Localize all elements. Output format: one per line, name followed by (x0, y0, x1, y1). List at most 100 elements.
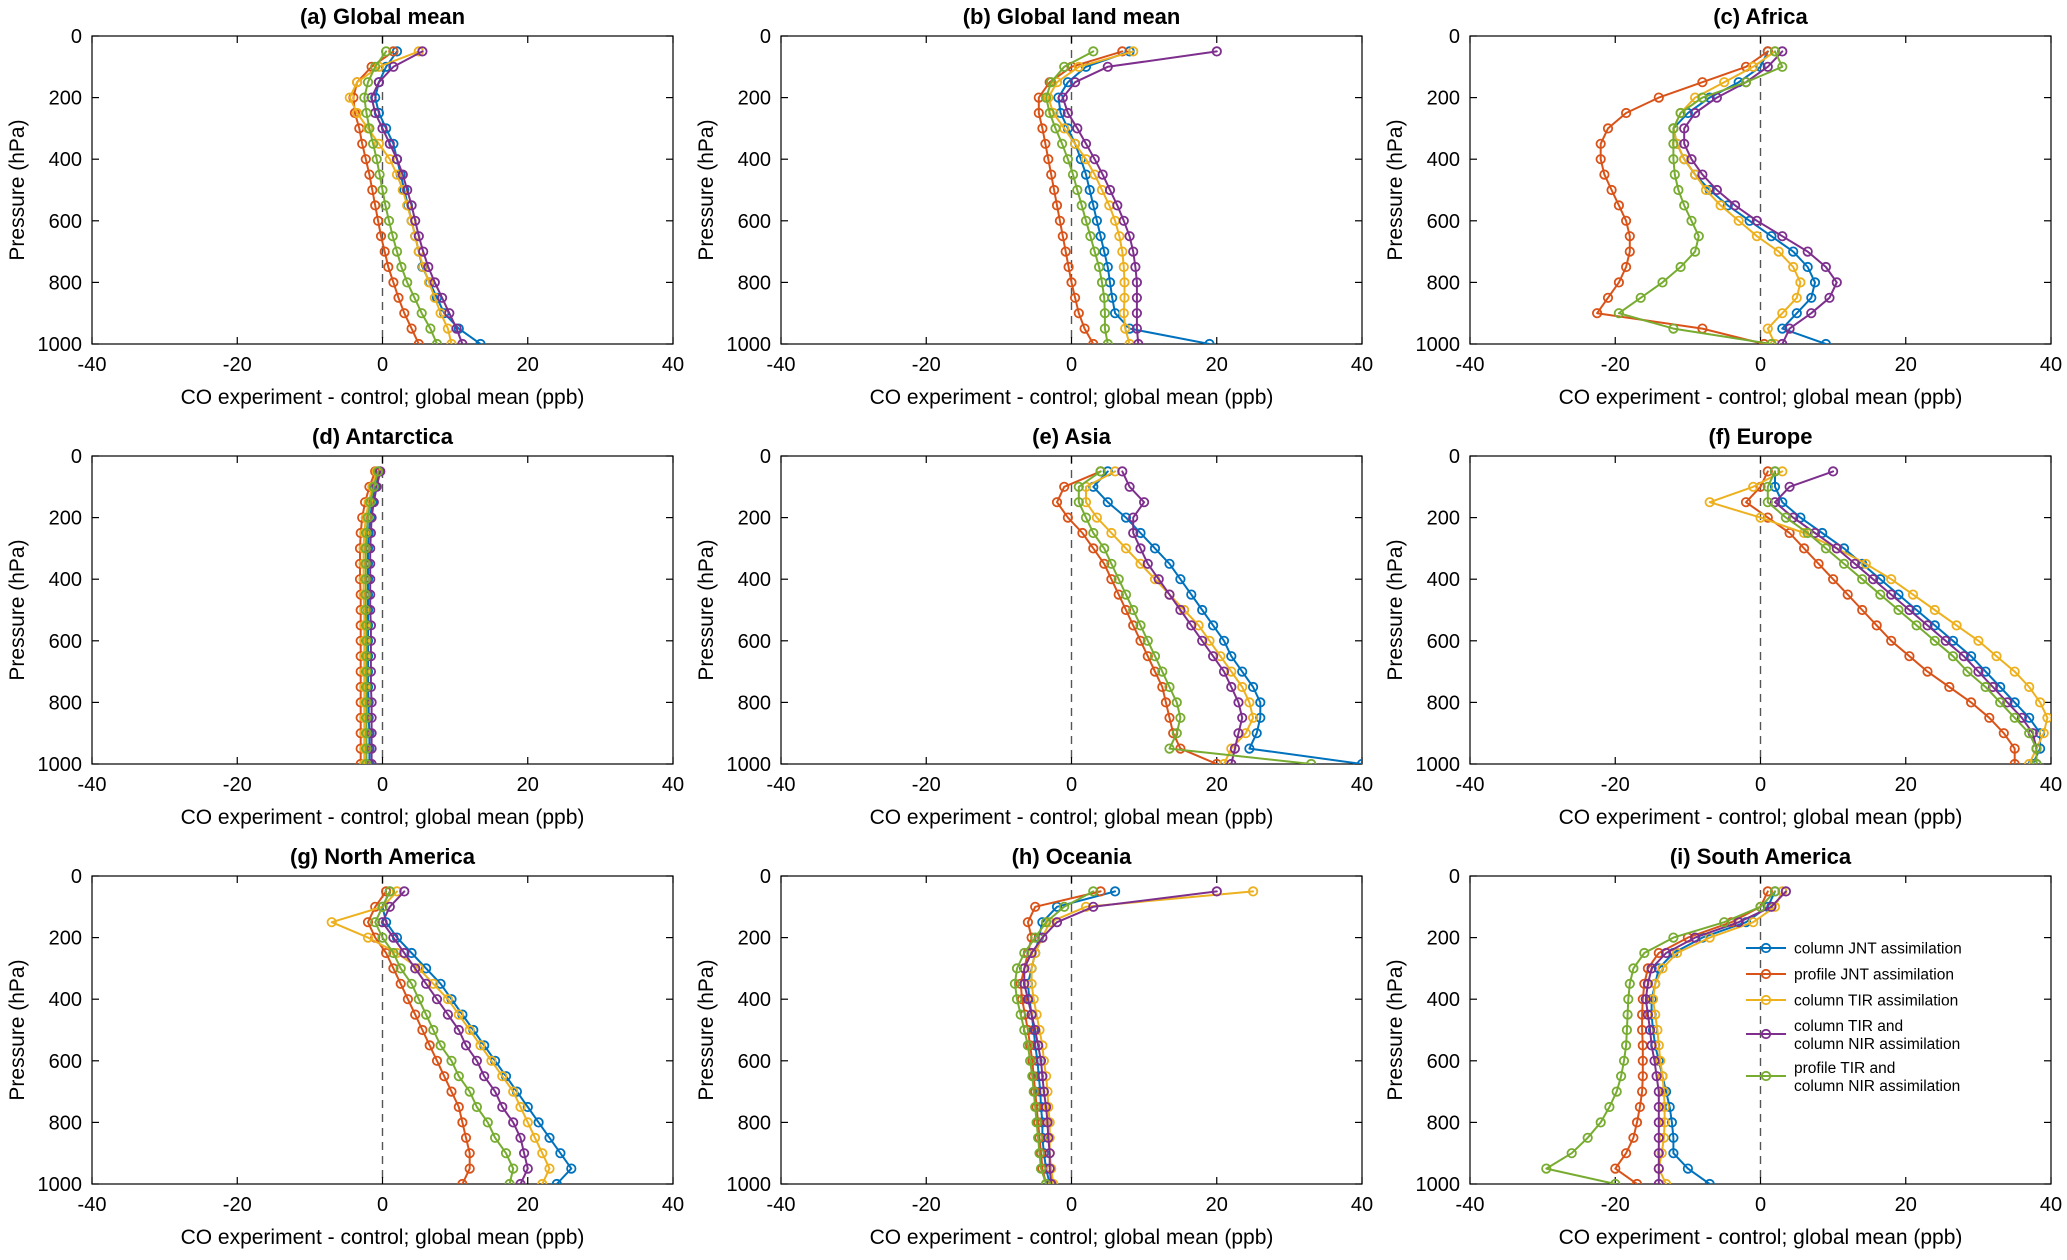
x-tick-label: 0 (1755, 774, 1766, 796)
y-axis-label: Pressure (hPa) (695, 119, 718, 260)
series-markers-column-tir-nir (1057, 46, 1222, 344)
series-line-column-tir (1708, 470, 2049, 764)
x-tick-label: 0 (1066, 354, 1077, 376)
x-tick-label: -40 (1456, 1194, 1485, 1216)
y-tick-label: 200 (738, 928, 771, 950)
legend: column JNT assimilation profile JNT assim… (1746, 941, 1962, 1095)
panel-title: (h) Oceania (1012, 844, 1133, 869)
y-tick-label: 800 (1427, 272, 1460, 294)
y-tick-label: 800 (49, 272, 82, 294)
panel-title: (c) Africa (1713, 4, 1808, 29)
x-tick-label: -20 (223, 1194, 252, 1216)
legend-entry-column-jnt: column JNT assimilation (1746, 941, 1962, 958)
y-tick-label: 1000 (1416, 334, 1461, 356)
y-tick-label: 0 (71, 26, 82, 48)
series-group (326, 886, 577, 1184)
y-axis-label: Pressure (hPa) (695, 959, 718, 1100)
series-markers-column-tir (1026, 886, 1259, 1184)
series-line-column-tir-nir (1061, 50, 1218, 344)
x-tick-label: -20 (1601, 1194, 1630, 1216)
series-line-profile-jnt (1745, 470, 2016, 764)
x-tick-label: 40 (662, 1194, 684, 1216)
y-tick-label: 800 (738, 272, 771, 294)
series-line-column-tir-nir (1023, 890, 1218, 1184)
series-group (1592, 46, 1842, 344)
x-tick-label: 40 (2040, 774, 2062, 796)
x-tick-label: 0 (1066, 1194, 1077, 1216)
series-line-profile-tir-nir (364, 470, 380, 764)
series-line-column-jnt (381, 890, 573, 1184)
series-markers-profile-tir-nir (359, 46, 443, 344)
y-tick-label: 1000 (38, 334, 83, 356)
series-group (1009, 886, 1259, 1184)
series-markers-profile-jnt (1610, 886, 1773, 1184)
x-tick-label: -40 (1456, 774, 1485, 796)
y-tick-label: 1000 (38, 754, 83, 776)
x-tick-label: 0 (377, 1194, 388, 1216)
panel-title: (f) Europe (1709, 424, 1813, 449)
y-tick-label: 800 (49, 692, 82, 714)
series-group (1541, 886, 1791, 1184)
series-line-profile-tir-nir (363, 50, 438, 344)
series-line-profile-jnt (1037, 50, 1124, 344)
y-tick-label: 600 (738, 631, 771, 653)
legend-entry-label: column NIR assimilation (1794, 1036, 1960, 1053)
series-line-column-jnt (1672, 50, 1827, 344)
series-line-profile-tir-nir (1045, 50, 1109, 344)
y-tick-label: 1000 (1416, 1174, 1461, 1196)
panel-i: -40 -20 0 20 40 0 200 400 600 800 1000 (i) South Am… (1378, 840, 2067, 1260)
x-tick-label: 40 (662, 354, 684, 376)
y-tick-label: 1000 (38, 1174, 83, 1196)
axis-ticks (1469, 35, 2052, 345)
y-axis-label: Pressure (hPa) (695, 539, 718, 680)
x-axis-label: CO experiment - control; global mean (pp… (181, 1226, 585, 1249)
y-tick-label: 200 (1427, 508, 1460, 530)
legend-entry-label: column JNT assimilation (1794, 941, 1962, 958)
series-markers-profile-tir-nir (1040, 46, 1113, 344)
y-tick-label: 0 (71, 866, 82, 888)
y-tick-label: 0 (1449, 866, 1460, 888)
y-tick-label: 200 (49, 88, 82, 110)
panel-c: -40 -20 0 20 40 0 200 400 600 800 1000 (c) Africa CO… (1378, 0, 2067, 420)
x-axis-label: CO experiment - control; global mean (pp… (870, 386, 1274, 409)
series-markers-profile-tir-nir (1541, 886, 1781, 1184)
x-tick-label: -20 (1601, 354, 1630, 376)
series-markers-column-tir-nir (1640, 886, 1791, 1184)
legend-entry-profile-jnt: profile JNT assimilation (1746, 967, 1954, 984)
y-tick-label: 400 (738, 149, 771, 171)
series-line-column-tir-nir (381, 890, 529, 1184)
x-tick-label: 0 (1066, 774, 1077, 796)
y-tick-label: 1000 (727, 1174, 772, 1196)
x-tick-label: 20 (517, 774, 539, 796)
x-axis-label: CO experiment - control; global mean (pp… (870, 1226, 1274, 1249)
series-markers-column-tir (1080, 466, 1259, 764)
series-line-profile-tir-nir (1766, 470, 2038, 764)
y-tick-label: 600 (49, 631, 82, 653)
axis-ticks (780, 875, 1363, 1185)
x-tick-label: 40 (1351, 774, 1373, 796)
series-line-column-tir-nir (370, 50, 464, 344)
series-group (344, 46, 486, 344)
series-markers-column-tir-nir (1769, 466, 2042, 764)
y-tick-label: 800 (738, 1112, 771, 1134)
x-axis-label: CO experiment - control; global mean (pp… (181, 806, 585, 829)
y-tick-label: 800 (738, 692, 771, 714)
y-tick-label: 200 (49, 928, 82, 950)
y-tick-label: 0 (760, 446, 771, 468)
y-axis-label: Pressure (hPa) (1384, 119, 1407, 260)
series-markers-column-jnt (1646, 886, 1781, 1184)
series-markers-profile-tir-nir (1613, 46, 1788, 344)
x-axis-label: CO experiment - control; global mean (pp… (181, 386, 585, 409)
series-markers-profile-jnt (362, 886, 475, 1184)
x-tick-label: 20 (1206, 774, 1228, 796)
series-markers-profile-tir-nir (1073, 466, 1317, 764)
series-markers-column-tir-nir (1117, 466, 1248, 764)
y-axis-label: Pressure (hPa) (6, 959, 29, 1100)
axis-ticks (1469, 875, 2052, 1185)
y-tick-label: 400 (49, 989, 82, 1011)
